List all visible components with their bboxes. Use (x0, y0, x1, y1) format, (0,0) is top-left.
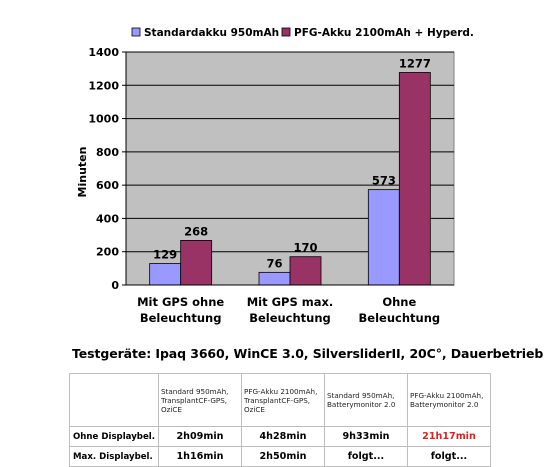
row-label: Max. Displaybel. (69, 446, 159, 467)
data-label: 76 (266, 256, 282, 270)
column-header-line: PFG-Akku 2100mAh, (409, 391, 484, 400)
table-cell-highlight: 21h17min (406, 426, 491, 447)
bars (149, 72, 431, 286)
data-label: 573 (372, 174, 396, 188)
table-column-header: PFG-Akku 2100mAh, TransplantCF-GPS, OziC… (240, 373, 325, 427)
results-table: Standard 950mAh, TransplantCF-GPS, OziCE… (69, 373, 491, 467)
table-column-header: Standard 950mAh, Batterymonitor 2.0 (323, 373, 408, 427)
data-label: 1277 (399, 56, 431, 70)
table-cell: 1h16min (157, 446, 242, 467)
table-cell: folgt... (323, 446, 408, 467)
bar (258, 271, 291, 286)
x-tick-label: Beleuchtung (249, 311, 331, 325)
legend-label: Standardakku 950mAh (144, 27, 279, 39)
table-column-header: Standard 950mAh, TransplantCF-GPS, OziCE (157, 373, 242, 427)
column-header-line: Batterymonitor 2.0 (409, 400, 479, 409)
bar-chart: 0 200 400 600 800 1000 1200 1400 129 268 76 170 573… (76, 27, 474, 325)
y-tick-label: 200 (96, 246, 119, 259)
x-tick-label: Beleuchtung (140, 311, 222, 325)
bar (180, 239, 213, 286)
table-row: Max. Displaybel. 1h16min 2h50min folgt..… (69, 446, 491, 467)
table-column-header: PFG-Akku 2100mAh, Batterymonitor 2.0 (406, 373, 491, 427)
column-header-line: Standard 950mAh, (160, 386, 229, 396)
table-cell: 2h09min (157, 426, 242, 447)
data-label: 170 (293, 241, 317, 255)
x-axis-labels: Mit GPS ohne Beleuchtung Mit GPS max. Beleu… (137, 295, 440, 325)
legend-swatch (281, 27, 291, 37)
y-tick-label: 0 (111, 279, 119, 292)
y-tick-label: 400 (96, 212, 119, 225)
x-tick-label: Beleuchtung (359, 311, 441, 325)
bar (398, 72, 431, 286)
y-axis-ticks: 0 200 400 600 800 1000 1200 1400 (88, 46, 126, 292)
test-devices-caption: Testgeräte: Ipaq 3660, WinCE 3.0, Silver… (72, 346, 544, 361)
data-label: 268 (184, 224, 208, 238)
y-tick-label: 1400 (88, 46, 119, 59)
y-axis-label: Minuten (76, 147, 89, 198)
column-header-line: Standard 950mAh, (326, 391, 395, 400)
bar (289, 256, 322, 286)
table-cell: folgt... (406, 446, 491, 467)
data-label: 129 (153, 248, 177, 262)
x-tick-label: Ohne (382, 295, 416, 309)
bar-labels: 129 268 76 170 573 1277 (153, 56, 431, 270)
column-header-line: Batterymonitor 2.0 (326, 400, 396, 409)
legend: Standardakku 950mAh PFG-Akku 2100mAh + Hy… (131, 27, 474, 39)
column-header-line: TransplantCF-GPS, (243, 395, 311, 405)
y-tick-label: 800 (96, 146, 119, 159)
y-tick-label: 1200 (88, 79, 119, 92)
table-cell: 9h33min (323, 426, 408, 447)
bar (149, 263, 182, 286)
column-header-line: TransplantCF-GPS, (160, 395, 228, 405)
column-header-line: PFG-Akku 2100mAh, (243, 386, 318, 396)
table-header-row: Standard 950mAh, TransplantCF-GPS, OziCE… (69, 373, 491, 427)
table-corner-cell (69, 373, 159, 427)
row-label: Ohne Displaybel. (69, 426, 159, 447)
x-tick-label: Mit GPS ohne (137, 295, 224, 309)
x-tick-label: Mit GPS max. (247, 295, 334, 309)
table-cell: 4h28min (240, 426, 325, 447)
bar (367, 189, 400, 286)
y-tick-label: 1000 (88, 113, 119, 126)
legend-swatch (131, 27, 141, 37)
y-tick-label: 600 (96, 179, 119, 192)
column-header-line: OziCE (243, 404, 265, 414)
table-cell: 2h50min (240, 446, 325, 467)
table-row: Ohne Displaybel. 2h09min 4h28min 9h33min… (69, 426, 491, 447)
column-header-line: OziCE (160, 404, 182, 414)
legend-label: PFG-Akku 2100mAh + Hyperd. (294, 27, 474, 39)
